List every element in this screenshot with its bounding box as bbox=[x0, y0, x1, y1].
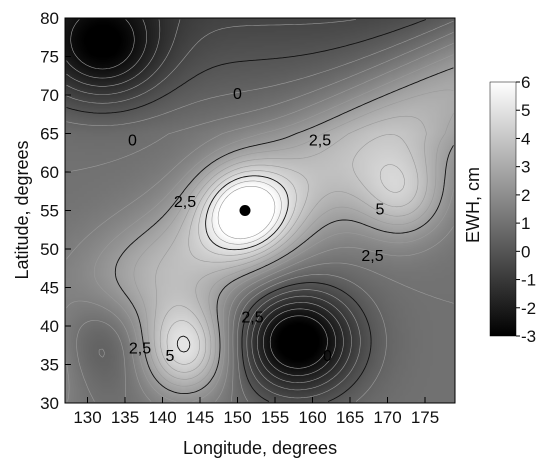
contour-level-6 bbox=[66, 20, 454, 402]
contour-label-5: 2,5 bbox=[361, 248, 383, 265]
contour-level-3 bbox=[66, 19, 352, 391]
colorbar-tick-label-5: 2 bbox=[521, 186, 530, 205]
colorbar-tick-label-2: -1 bbox=[521, 271, 536, 290]
x-tick-label-0: 130 bbox=[73, 408, 101, 427]
x-tick-label-7: 165 bbox=[336, 408, 364, 427]
colorbar bbox=[489, 81, 517, 337]
contour-level-15 bbox=[176, 175, 289, 353]
contour-level-2 bbox=[66, 19, 344, 383]
contour-level-1 bbox=[66, 19, 336, 376]
y-tick-label-3: 45 bbox=[40, 279, 59, 298]
contour-lines bbox=[66, 19, 454, 402]
contour-labels: 0 0 2,5 2,5 5 2,5 2,5 2,5 5 0 bbox=[128, 86, 385, 365]
y-tick-label-1: 35 bbox=[40, 356, 59, 375]
x-axis-title: Longitude, degrees bbox=[183, 438, 337, 458]
contour-label-9: 0 bbox=[323, 348, 332, 365]
colorbar-ticks: -3 -2 -1 0 1 2 3 4 5 6 bbox=[516, 73, 536, 346]
colorbar-tick-label-6: 3 bbox=[521, 158, 530, 177]
x-tick-label-6: 160 bbox=[298, 408, 326, 427]
contour-label-8: 5 bbox=[166, 348, 175, 365]
y-tick-label-8: 70 bbox=[40, 86, 59, 105]
y-tick-label-4: 50 bbox=[40, 240, 59, 259]
contour-level-8 bbox=[66, 43, 454, 402]
heatmap-field bbox=[65, 18, 455, 403]
x-axis: 130 135 140 145 150 155 160 165 170 175 bbox=[73, 397, 439, 427]
y-tick-label-6: 60 bbox=[40, 163, 59, 182]
x-tick-label-8: 170 bbox=[373, 408, 401, 427]
contour-level-10 bbox=[114, 67, 454, 395]
x-tick-label-1: 135 bbox=[111, 408, 139, 427]
colorbar-tick-label-3: 0 bbox=[521, 242, 530, 261]
x-tick-label-5: 155 bbox=[261, 408, 289, 427]
contour-level-12 bbox=[153, 115, 428, 380]
location-marker bbox=[239, 205, 251, 216]
contour-level-14 bbox=[166, 164, 405, 365]
colorbar-tick-label-0: -3 bbox=[521, 327, 536, 346]
contour-label-4: 5 bbox=[376, 202, 385, 219]
contour-level-11 bbox=[133, 89, 454, 387]
contour-level-16 bbox=[211, 180, 282, 245]
contour-label-2: 2,5 bbox=[309, 132, 331, 149]
y-tick-label-7: 65 bbox=[40, 125, 59, 144]
colorbar-title: EWH, cm bbox=[463, 167, 483, 243]
contour-label-6: 2,5 bbox=[241, 310, 263, 327]
x-tick-label-4: 150 bbox=[223, 408, 251, 427]
y-tick-label-2: 40 bbox=[40, 317, 59, 336]
y-axis: 30 35 40 45 50 55 60 65 70 75 80 bbox=[40, 9, 71, 413]
contour-level-17 bbox=[217, 186, 276, 240]
y-axis-title: Latitude, degrees bbox=[12, 140, 32, 279]
y-tick-label-0: 30 bbox=[40, 394, 59, 413]
colorbar-tick-label-9: 6 bbox=[521, 73, 530, 92]
contour-level-13 bbox=[159, 134, 419, 373]
contour-level-0 bbox=[70, 19, 328, 369]
contour-label-3: 2,5 bbox=[174, 194, 196, 211]
contour-label-1: 0 bbox=[233, 86, 242, 103]
y-tick-label-9: 75 bbox=[40, 48, 59, 67]
x-tick-label-2: 140 bbox=[148, 408, 176, 427]
colorbar-tick-label-7: 4 bbox=[521, 129, 530, 148]
contour-level-4 bbox=[66, 19, 361, 399]
colorbar-tick-label-8: 5 bbox=[521, 101, 530, 120]
y-tick-label-10: 80 bbox=[40, 9, 59, 28]
colorbar-tick-label-1: -2 bbox=[521, 299, 536, 318]
contour-level-5 bbox=[66, 19, 427, 402]
y-tick-label-5: 55 bbox=[40, 202, 59, 221]
contour-label-0: 0 bbox=[128, 132, 137, 149]
colorbar-tick-label-4: 1 bbox=[521, 214, 530, 233]
x-tick-label-3: 145 bbox=[186, 408, 214, 427]
contour-level-9 bbox=[93, 54, 454, 402]
x-tick-label-9: 175 bbox=[411, 408, 439, 427]
contour-label-7: 2,5 bbox=[129, 340, 151, 357]
